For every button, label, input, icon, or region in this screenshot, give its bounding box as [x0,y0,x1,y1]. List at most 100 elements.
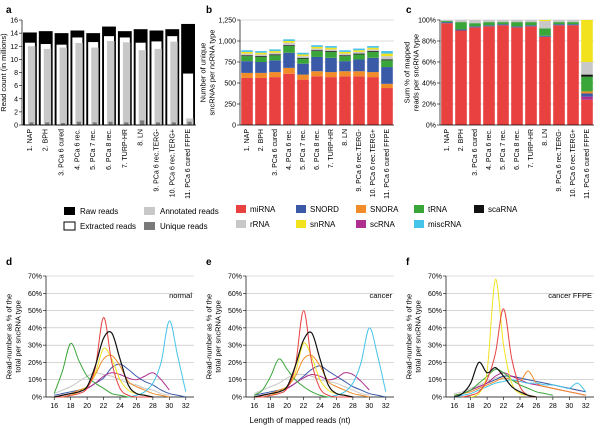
bar-annotated-reads [122,42,131,125]
y-tick-label: 70% [28,274,42,281]
y-tick-label: 0% [232,395,242,402]
x-tick-label: 2. BPH [458,129,465,151]
panel-label-b: b [206,5,212,16]
legend-label-scrna: scRNA [370,220,396,229]
bar-segment-scarna [325,51,337,52]
bar-annotated-reads [154,48,162,125]
y-tick-label: 20% [228,360,242,367]
series-line-trna [53,342,137,398]
x-tick-label: 8. LN [138,129,145,146]
bar-segment-rrna [311,48,323,51]
y-tick-label: 40% [28,325,42,332]
bar-segment-trna [283,46,295,53]
legend-swatch-scarna [474,205,484,213]
y-tick-label: 50% [428,308,442,315]
bar-segment-rrna [553,20,565,23]
x-tick-label: 2. BPH [43,129,50,151]
chart-length-cancer: 0% 10% 20% 30% 40% 50% 60% 70% Read-number as % … [205,274,394,410]
y-tick-label: 8 [14,70,18,77]
bar-segment-snrna [381,53,393,57]
x-tick-label: 5. PCa 7 rec. [500,129,507,170]
bar-segment-rrna [497,20,509,23]
bar-segment-scarna [339,55,351,57]
y-tick-label: 70% [228,274,242,281]
bar-segment-trna [525,22,537,26]
x-tick-label: 7. TURP-HR [328,129,335,168]
x-tick-label: 7. TURP-HR [528,129,535,168]
bar-segment-snrna [269,51,281,53]
legend-swatch-snord [296,205,306,213]
y-tick-label: 40% [428,325,442,332]
bar-annotated-reads [75,42,83,125]
x-tick-label: 1. NAP [244,129,251,152]
bar-segment-rrna [255,54,267,57]
x-tick-label: 11. PCa 6 cured FFPE [185,129,192,199]
bar-segment-snord [381,67,393,84]
bar-segment-rrna [367,49,379,52]
chart-length-normal: 0% 10% 20% 30% 40% 50% 60% 70% Read-number as % … [5,274,194,410]
bar-segment-mirna [581,99,593,125]
legend-swatch-snora [356,205,366,213]
bar-segment-scarna [381,59,393,61]
x-tick-label: 28 [549,403,557,410]
legend-label-unique: Unique reads [160,222,208,231]
bar-extracted-reads [182,72,194,126]
x-tick-label: 11. PCa 6 cured FFPE [384,129,391,199]
series-line-miscrna [128,320,187,398]
chart-length-ffpe: 0% 10% 20% 30% 40% 50% 60% 70% Read-number as % … [405,274,594,410]
bar-segment-rrna [283,42,295,46]
bar-segment-rrna [581,62,593,75]
bar-segment-snord [325,57,337,73]
y-tick-label: 20% [422,102,436,109]
bar-segment-snora [353,71,365,77]
x-tick-label: 9. PCa 6 rec.TERG- [153,128,160,191]
bar-segment-snora [325,72,337,78]
panel-label-d: d [6,257,12,268]
bar-segment-rrna [567,20,579,23]
bar-segment-snrna [353,50,365,52]
bar-segment-mirna [283,73,295,125]
y-axis-label: total per sncRNA type [214,300,223,373]
legend-swatch-mirna [236,205,246,213]
bar-segment-miscrna [353,48,365,51]
series-line-miscrna [328,327,387,398]
x-tick-label: 32 [382,403,390,410]
legend-label-miscrna: miscRNA [428,220,462,229]
x-tick-label: 1. NAP [444,129,451,152]
series-line-miscrna [454,379,587,398]
bar-unique-reads [140,120,145,125]
legend-label-mirna: miRNA [250,205,276,214]
legend-label-scarna: scaRNA [488,205,518,214]
y-tick-label: 1,000 [218,39,236,46]
y-axis-label: sncRNAs per ncRNA type [208,30,217,116]
bar-segment-trna [567,22,579,25]
bar-segment-rrna [339,53,351,56]
y-tick-label: 0% [432,395,442,402]
panel-label-a: a [6,5,12,16]
bar-segment-snord [297,63,309,75]
bar-segment-trna [353,54,365,60]
bar-segment-scarna [353,53,365,55]
legend-read-counts: Raw reads Extracted reads Annotated read… [63,207,219,231]
bar-segment-scarna [255,56,267,57]
bar-segment-trna [339,56,351,62]
x-tick-label: 5. PCa 7 rec. [300,129,307,170]
y-tick-label: 0% [32,395,42,402]
legend-label-raw: Raw reads [80,207,118,216]
bar-segment-snrna [255,52,267,55]
bar-segment-mirna [497,25,509,125]
y-axis-label: Number of unique [199,43,208,103]
series-line-rrna [254,373,370,396]
legend-swatch-scrna [356,220,366,228]
bar-segment-mirna [353,76,365,125]
bar-segment-snord [339,61,351,72]
x-tick-label: 24 [316,403,324,410]
bar-segment-trna [381,60,393,68]
bar-segment-snord [353,59,365,72]
y-tick-label: 100% [418,18,436,25]
panel-label-f: f [406,257,410,268]
bar-segment-snrna [339,51,351,54]
x-tick-label: 5. PCa 7 rec. [90,129,97,170]
y-tick-label: 0 [232,123,236,130]
